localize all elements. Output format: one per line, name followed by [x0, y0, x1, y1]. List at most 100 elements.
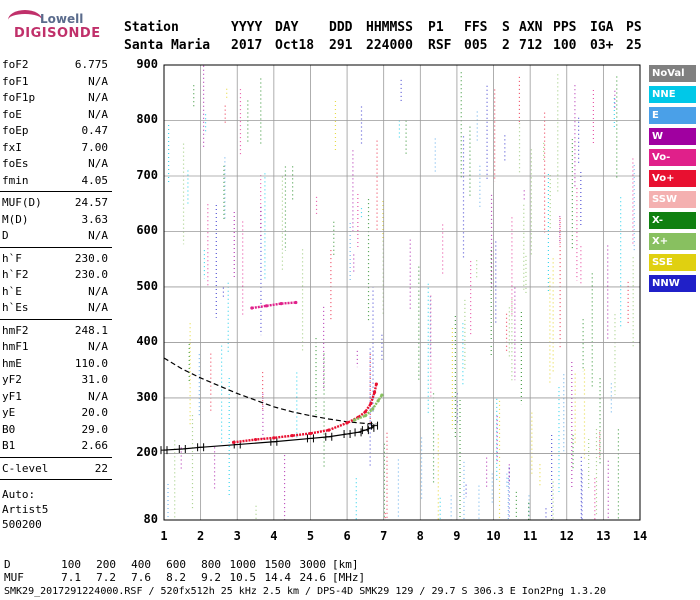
param-value: N/A — [88, 74, 108, 88]
param-value: N/A — [88, 229, 108, 242]
profile-marker — [325, 432, 333, 441]
distance-row-unit: [km] — [332, 558, 359, 571]
header-value-0: 2017 — [231, 38, 263, 53]
distance-row-value: 1500 — [264, 558, 292, 571]
x-tick-label: 10 — [486, 529, 501, 543]
plot-frame — [163, 64, 641, 521]
legend-item: E — [649, 107, 696, 124]
station-value: Santa Maria — [124, 38, 211, 53]
param-separator — [0, 246, 112, 248]
param-value: N/A — [88, 284, 108, 298]
param-key: B0 — [2, 422, 16, 436]
param-key: yE — [2, 406, 16, 419]
ionogram-echo-noise — [167, 65, 635, 520]
param-value: 7.00 — [81, 140, 109, 154]
y-tick-label: 900 — [136, 57, 158, 71]
y-tick-label: 400 — [136, 334, 158, 349]
profile-marker — [197, 443, 205, 452]
param-value: N/A — [88, 157, 108, 170]
chart-series — [160, 300, 384, 455]
param-row: hmE 110.0 — [0, 357, 112, 373]
series-point-2 — [250, 306, 254, 310]
y-tick-label: 800 — [136, 112, 158, 127]
param-separator — [0, 479, 112, 480]
muf-row: MUF 7.1 7.2 7.6 8.2 9.2 10.5 14.4 24.6 [MHz] — [4, 571, 365, 584]
param-separator — [0, 191, 112, 192]
series-point-0 — [372, 390, 377, 394]
header-key-8: PPS — [553, 20, 577, 35]
autoscaling-line: Auto: — [2, 488, 36, 501]
param-value: N/A — [88, 389, 108, 403]
muf-row-value: 7.2 — [96, 571, 116, 584]
y-tick-label: 600 — [136, 223, 158, 238]
param-value: 110.0 — [74, 356, 108, 370]
lowell-digisonde-logo: Lowell DIGISONDE — [8, 8, 108, 48]
header-value-4: RSF — [428, 38, 452, 53]
y-tick-label: 500 — [136, 278, 158, 293]
series-point-2 — [264, 304, 269, 308]
legend-item: NoVal — [649, 65, 696, 82]
series-point-0 — [290, 434, 294, 438]
legend-item: Vo- — [649, 149, 696, 166]
param-row: B0 29.0 — [0, 423, 112, 439]
param-value: 6.775 — [74, 58, 108, 71]
param-value: N/A — [88, 91, 108, 104]
profile-marker — [354, 428, 362, 437]
param-row: fxI 7.00 — [0, 141, 112, 157]
param-row: D N/A — [0, 229, 112, 245]
station-label: Station — [124, 20, 179, 35]
header-value-8: 100 — [553, 38, 577, 53]
distance-row-value: 100 — [61, 558, 81, 571]
x-tick-label: 2 — [196, 529, 205, 543]
y-tick-label: 700 — [136, 167, 158, 182]
param-key: foE — [2, 107, 22, 121]
series-point-0 — [369, 401, 373, 406]
x-tick-label: 13 — [596, 529, 611, 543]
param-row: foF1p N/A — [0, 91, 112, 107]
legend-item: SSE — [649, 254, 696, 271]
distance-row-label: D — [4, 558, 11, 571]
param-value: 29.0 — [81, 422, 109, 436]
y-tick-label: 80 — [143, 512, 158, 526]
legend-item: X+ — [649, 233, 696, 250]
muf-row-label: MUF — [4, 571, 24, 584]
param-row: M(D) 3.63 — [0, 213, 112, 229]
model-profile-curve — [163, 357, 377, 425]
param-row: foEp 0.47 — [0, 124, 112, 140]
param-row: yF2 31.0 — [0, 373, 112, 389]
series-point-1 — [376, 399, 380, 403]
x-tick-label: 1 — [160, 529, 168, 543]
param-key: MUF(D) — [2, 196, 42, 209]
header-value-3: 224000 — [366, 38, 413, 53]
param-key: fmin — [2, 173, 29, 187]
param-value: 0.47 — [81, 124, 109, 137]
param-key: h`Es — [2, 301, 29, 314]
param-row: h`E N/A — [0, 285, 112, 301]
legend-item: NNE — [649, 86, 696, 103]
header-key-2: DDD — [329, 20, 353, 35]
header-value-7: 712 — [519, 38, 543, 53]
param-key: h`E — [2, 284, 22, 298]
param-value: 230.0 — [74, 268, 108, 281]
muf-row-value: 24.6 — [299, 571, 327, 584]
param-key: h`F2 — [2, 268, 29, 281]
profile-marker — [306, 434, 314, 443]
distance-row-value: 3000 — [299, 558, 327, 571]
distance-row-value: 800 — [201, 558, 221, 571]
param-row: h`F2 230.0 — [0, 268, 112, 284]
param-row: foF1 N/A — [0, 75, 112, 91]
distance-row-value: 400 — [131, 558, 151, 571]
x-tick-label: 11 — [522, 529, 538, 543]
series-line-2 — [251, 301, 296, 310]
muf-row-value: 7.1 — [61, 571, 81, 584]
x-tick-label: 9 — [453, 529, 461, 543]
param-key: foF2 — [2, 58, 29, 71]
param-value: N/A — [88, 340, 108, 353]
param-row: foF2 6.775 — [0, 58, 112, 74]
param-value: 248.1 — [74, 323, 108, 337]
series-point-0 — [327, 428, 331, 432]
series-point-1 — [352, 418, 356, 422]
muf-row-value: 10.5 — [229, 571, 257, 584]
header-value-5: 005 — [464, 38, 488, 53]
